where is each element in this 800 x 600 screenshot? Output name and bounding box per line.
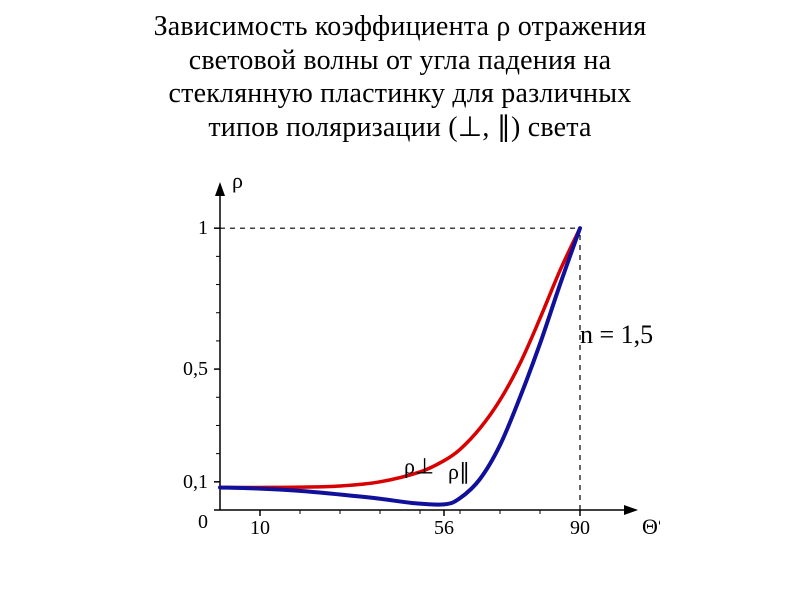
svg-text:Θ°: Θ° [642,514,660,539]
title-line-2: световой волны от угла падения на [189,45,612,76]
title-line-4: типов поляризации (⊥, ∥) света [208,112,591,143]
svg-text:0,5: 0,5 [183,358,208,380]
svg-text:0: 0 [198,511,208,533]
svg-text:10: 10 [250,517,270,539]
refractive-index-annotation: n = 1,5 [580,320,653,350]
svg-text:0,1: 0,1 [183,471,208,493]
svg-text:1: 1 [198,217,208,239]
curve-rho_par [220,228,580,504]
slide: Зависимость коэффициента ρ отражения све… [0,0,800,600]
svg-text:ρ: ρ [232,170,243,193]
curve-rho_perp [220,228,580,487]
svg-text:90: 90 [570,517,590,539]
slide-title: Зависимость коэффициента ρ отражения све… [40,10,760,144]
series-label-rho_perp: ρ⊥ [404,453,434,478]
svg-text:56: 56 [434,517,454,539]
title-line-3: стеклянную пластинку для различных [169,78,632,109]
title-line-1: Зависимость коэффициента ρ отражения [154,11,647,42]
reflection-chart: 10 56 90 0 0,1 0,5 1 Θ° ρ ρ⊥ ρ∥ [140,170,660,550]
chart-container: 10 56 90 0 0,1 0,5 1 Θ° ρ ρ⊥ ρ∥ n = 1,5 [140,170,660,580]
series-label-rho_par: ρ∥ [448,459,470,484]
